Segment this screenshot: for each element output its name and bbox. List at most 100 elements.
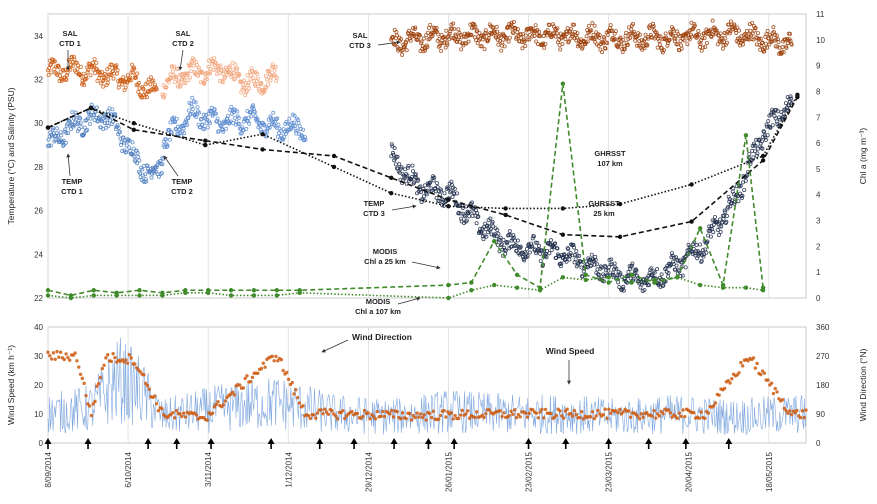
point-temp-ctd-2-97	[216, 129, 221, 134]
point-sal-ctd-3-205	[506, 39, 511, 44]
point-temp-ctd-3-180	[492, 234, 497, 239]
point-wind-direction-403	[775, 390, 779, 394]
point-wind-direction-112	[248, 379, 253, 384]
point-wind-direction-29	[98, 375, 103, 380]
point-wind-direction-198	[404, 416, 408, 421]
point-temp-ctd-3-4	[391, 152, 396, 157]
point-wind-direction-265	[525, 415, 530, 419]
point-sal-ctd-3-627	[748, 28, 753, 33]
point-temp-ctd-2-200	[275, 116, 280, 121]
point-sal-ctd-3-34	[408, 38, 413, 43]
point-wind-direction-189	[388, 412, 392, 416]
point-temp-ctd-3-8	[393, 162, 398, 167]
point-sal-ctd-3-442	[642, 46, 647, 51]
point-sal-ctd-3-536	[696, 28, 701, 33]
point-wind-direction-400	[769, 381, 774, 385]
point-sal-ctd-1-63	[82, 83, 87, 88]
point-temp-ctd-2-89	[211, 111, 216, 116]
point-sal-ctd-3-363	[597, 35, 602, 40]
point-sal-ctd-3-642	[757, 36, 762, 41]
point-temp-ctd-2-70	[200, 122, 205, 127]
point-sal-ctd-1-172	[144, 95, 149, 100]
point-sal-ctd-3-166	[484, 31, 489, 36]
point-temp-ctd-3-359	[594, 262, 599, 267]
point-sal-ctd-3-373	[602, 46, 607, 51]
point-sal-ctd-1-168	[142, 95, 147, 100]
cruise-arrow-head-7	[350, 438, 358, 444]
point-temp-ctd-3-334	[580, 274, 585, 279]
point-temp-ctd-3-51	[418, 184, 423, 189]
point-temp-ctd-3-185	[495, 228, 500, 233]
point-temp-ctd-3-470	[658, 284, 663, 289]
point-temp-ctd-3-309	[566, 247, 571, 252]
top-left-tick-28: 28	[34, 163, 43, 172]
point-wind-direction-19	[80, 376, 85, 381]
point-temp-ctd-3-75	[432, 175, 437, 180]
point-ghrsst-25-km-7	[446, 197, 451, 202]
point-sal-ctd-1-121	[115, 68, 120, 73]
point-sal-ctd-1-1	[46, 73, 51, 78]
point-sal-ctd-2-172	[259, 81, 264, 86]
point-modis-chl-a-107-km-8	[228, 293, 234, 298]
point-wind-direction-259	[514, 415, 519, 420]
point-sal-ctd-2-151	[247, 86, 252, 91]
annotation-temp-ctd1-line2: CTD 1	[61, 187, 83, 196]
point-wind-direction-296	[581, 417, 586, 421]
point-wind-direction-244	[487, 408, 492, 412]
point-temp-ctd-2-191	[270, 122, 275, 127]
point-sal-ctd-3-495	[672, 39, 677, 44]
point-temp-ctd-2-229	[291, 120, 296, 125]
point-wind-direction-223	[449, 411, 454, 415]
point-temp-ctd-3-290	[555, 246, 560, 251]
point-temp-ctd-3-263	[539, 249, 544, 254]
point-sal-ctd-3-521	[687, 37, 692, 42]
point-temp-ctd-2-154	[248, 110, 253, 115]
point-ghrsst-107-km-7	[446, 204, 451, 209]
point-temp-ctd-1-159	[137, 158, 142, 163]
point-wind-direction-406	[780, 398, 785, 402]
point-sal-ctd-3-422	[631, 21, 636, 26]
point-temp-ctd-1-84	[94, 115, 99, 120]
point-wind-direction-224	[451, 417, 455, 421]
point-wind-direction-402	[773, 386, 777, 391]
point-temp-ctd-3-331	[578, 259, 583, 264]
point-temp-ctd-3-261	[538, 258, 543, 263]
point-wind-direction-376	[726, 378, 730, 383]
point-sal-ctd-3-383	[608, 23, 613, 28]
point-temp-ctd-3-663	[769, 112, 774, 117]
point-temp-ctd-3-562	[711, 230, 716, 235]
point-sal-ctd-2-165	[255, 72, 260, 77]
point-sal-ctd-3-10	[394, 33, 399, 38]
point-sal-ctd-2-101	[218, 63, 223, 68]
point-modis-chl-a-25-km-20	[629, 272, 634, 277]
point-sal-ctd-3-57	[421, 36, 426, 41]
point-wind-direction-91	[210, 411, 215, 415]
point-sal-ctd-3-600	[732, 26, 737, 31]
point-sal-ctd-1-96	[101, 84, 106, 89]
point-wind-direction-232	[466, 409, 470, 413]
point-temp-ctd-3-498	[674, 263, 679, 268]
point-sal-ctd-2-4	[162, 92, 167, 97]
point-wind-direction-25	[91, 402, 95, 406]
point-temp-ctd-3-574	[718, 217, 723, 222]
point-temp-ctd-3-18	[399, 165, 404, 170]
series-temp-ctd-3	[389, 94, 794, 293]
point-wind-direction-237	[475, 410, 479, 414]
point-temp-ctd-3-697	[788, 94, 793, 99]
point-wind-direction-32	[104, 356, 108, 360]
point-temp-ctd-1-20	[57, 137, 62, 142]
top-panel-gridlines	[47, 14, 770, 298]
point-temp-ctd-1-189	[154, 165, 159, 170]
point-sal-ctd-3-570	[715, 42, 720, 47]
point-wind-direction-51	[138, 369, 142, 374]
point-wind-direction-93	[214, 402, 218, 407]
point-temp-ctd-3-658	[766, 119, 771, 124]
point-wind-direction-207	[420, 415, 425, 420]
annotation-wind-speed: Wind Speed	[546, 346, 595, 356]
point-temp-ctd-1-49	[74, 117, 79, 122]
point-temp-ctd-3-689	[783, 101, 788, 106]
point-wind-direction-9	[62, 357, 66, 362]
point-sal-ctd-3-547	[702, 36, 707, 41]
point-wind-direction-283	[558, 409, 562, 413]
point-sal-ctd-3-302	[562, 32, 567, 37]
